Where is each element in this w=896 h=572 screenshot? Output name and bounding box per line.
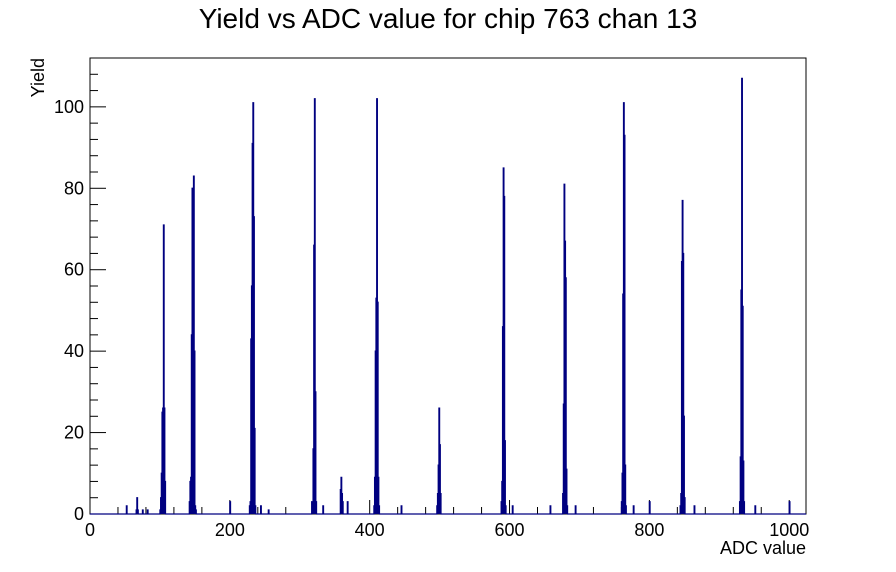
chart-title: Yield vs ADC value for chip 763 chan 13 xyxy=(199,3,698,34)
x-tick-label: 400 xyxy=(355,520,385,540)
y-tick-label: 80 xyxy=(64,178,84,198)
x-tick-label: 1000 xyxy=(769,520,809,540)
y-tick-label: 100 xyxy=(54,97,84,117)
x-tick-label: 600 xyxy=(495,520,525,540)
y-tick-label: 0 xyxy=(74,504,84,524)
y-tick-label: 60 xyxy=(64,260,84,280)
x-tick-label: 800 xyxy=(634,520,664,540)
y-axis-label: Yield xyxy=(28,58,48,97)
x-tick-label: 0 xyxy=(85,520,95,540)
y-tick-label: 20 xyxy=(64,423,84,443)
x-axis: 0 200 400 600 800 1000 xyxy=(85,500,809,540)
y-axis: 0 20 40 60 80 100 xyxy=(54,57,106,524)
histogram-series-line xyxy=(90,77,806,515)
x-tick-label: 200 xyxy=(215,520,245,540)
plot-frame xyxy=(89,57,807,515)
x-axis-label: ADC value xyxy=(720,538,806,558)
y-tick-label: 40 xyxy=(64,341,84,361)
